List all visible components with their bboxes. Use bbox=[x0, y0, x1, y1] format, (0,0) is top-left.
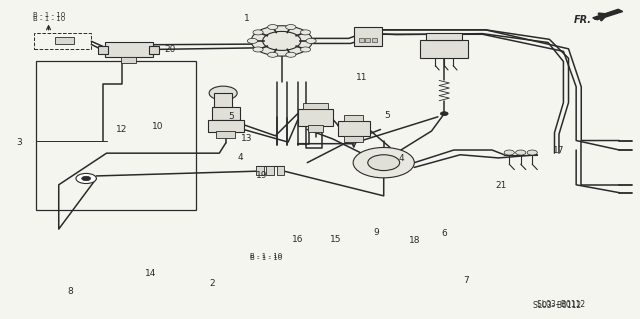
Text: 19: 19 bbox=[255, 171, 267, 181]
Text: 11: 11 bbox=[356, 73, 367, 82]
Circle shape bbox=[268, 25, 278, 30]
Bar bbox=[344, 136, 364, 142]
Circle shape bbox=[353, 147, 414, 178]
Text: 18: 18 bbox=[408, 236, 420, 245]
Circle shape bbox=[300, 47, 310, 52]
Text: SL03- B0112: SL03- B0112 bbox=[533, 301, 581, 310]
Circle shape bbox=[253, 30, 263, 35]
Text: SL03- B0112: SL03- B0112 bbox=[537, 300, 585, 309]
Text: 13: 13 bbox=[241, 134, 252, 144]
Circle shape bbox=[285, 52, 296, 57]
Bar bbox=[208, 120, 244, 132]
Bar bbox=[266, 166, 274, 175]
Bar bbox=[420, 40, 468, 58]
Bar bbox=[276, 166, 284, 175]
Circle shape bbox=[285, 25, 296, 30]
Text: 4: 4 bbox=[237, 153, 243, 162]
Text: 4: 4 bbox=[398, 154, 404, 163]
Text: 1: 1 bbox=[244, 14, 250, 23]
Bar bbox=[338, 121, 370, 137]
Bar bbox=[256, 166, 264, 175]
Bar bbox=[426, 33, 462, 40]
Bar bbox=[359, 38, 364, 42]
Bar bbox=[34, 33, 92, 48]
Circle shape bbox=[253, 47, 263, 52]
Text: 15: 15 bbox=[330, 235, 342, 244]
Circle shape bbox=[262, 32, 301, 50]
Text: 3: 3 bbox=[17, 137, 22, 147]
Circle shape bbox=[516, 150, 526, 155]
Circle shape bbox=[306, 38, 316, 43]
Text: 6: 6 bbox=[442, 229, 447, 238]
Text: B - 1 - 10: B - 1 - 10 bbox=[33, 16, 65, 22]
Bar bbox=[149, 46, 159, 54]
Text: 5: 5 bbox=[228, 112, 234, 121]
Bar bbox=[212, 107, 240, 120]
Bar bbox=[372, 38, 377, 42]
Bar bbox=[218, 108, 228, 113]
Text: 5: 5 bbox=[384, 111, 390, 120]
Circle shape bbox=[251, 26, 312, 56]
Bar bbox=[104, 42, 153, 57]
Text: 8: 8 bbox=[67, 287, 73, 296]
Text: 16: 16 bbox=[292, 235, 303, 244]
Circle shape bbox=[368, 155, 399, 171]
Circle shape bbox=[209, 86, 237, 100]
Circle shape bbox=[504, 150, 515, 155]
Text: 14: 14 bbox=[145, 270, 157, 278]
Text: 7: 7 bbox=[464, 276, 469, 285]
Circle shape bbox=[247, 38, 257, 43]
Text: 12: 12 bbox=[115, 125, 127, 134]
Circle shape bbox=[300, 30, 310, 35]
Bar bbox=[36, 62, 196, 210]
Circle shape bbox=[82, 176, 91, 181]
Text: 2: 2 bbox=[209, 279, 214, 288]
Text: B - 1 - 10: B - 1 - 10 bbox=[250, 253, 282, 259]
Bar bbox=[216, 131, 236, 138]
Circle shape bbox=[527, 150, 538, 155]
Text: 17: 17 bbox=[553, 146, 564, 155]
Bar bbox=[214, 93, 232, 108]
Circle shape bbox=[440, 112, 448, 115]
Bar bbox=[99, 46, 108, 54]
Text: FR.: FR. bbox=[574, 15, 592, 25]
Bar bbox=[303, 103, 328, 109]
Bar bbox=[365, 38, 371, 42]
Text: 21: 21 bbox=[495, 181, 507, 190]
Bar bbox=[354, 27, 382, 46]
Polygon shape bbox=[593, 9, 623, 20]
Text: B - 1 - 10: B - 1 - 10 bbox=[33, 12, 65, 18]
Text: B - 1 - 10: B - 1 - 10 bbox=[250, 255, 282, 261]
Bar bbox=[308, 125, 323, 132]
Text: 9: 9 bbox=[373, 228, 379, 237]
Bar bbox=[298, 109, 333, 126]
Circle shape bbox=[76, 174, 97, 183]
Bar bbox=[344, 115, 364, 121]
Bar bbox=[55, 37, 74, 44]
Text: 20: 20 bbox=[164, 45, 176, 54]
Circle shape bbox=[268, 52, 278, 57]
Text: 10: 10 bbox=[152, 122, 163, 131]
Bar bbox=[121, 57, 136, 63]
